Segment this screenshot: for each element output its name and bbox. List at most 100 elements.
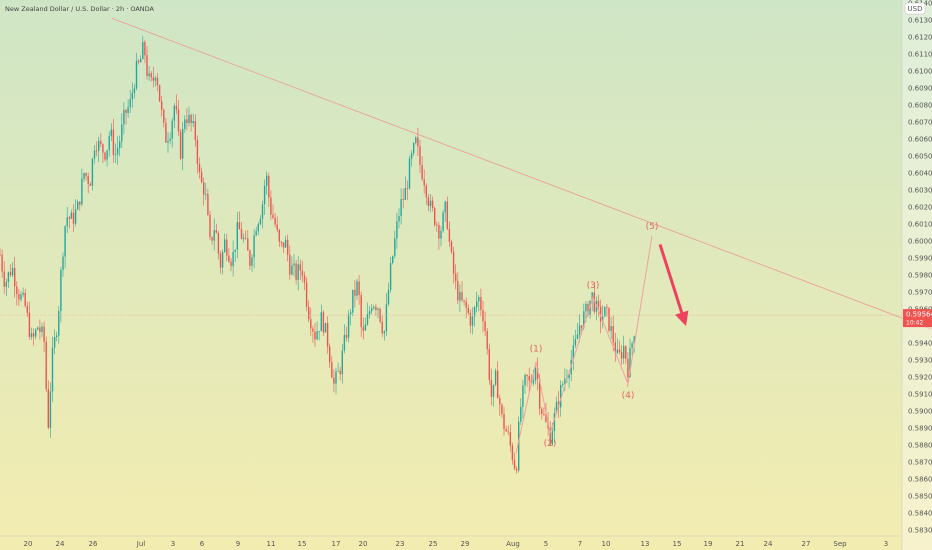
candle-body: [585, 303, 587, 312]
time-tick-label: 24: [764, 540, 773, 548]
candle-body: [30, 333, 33, 337]
candle-body: [5, 282, 7, 287]
candle-body: [362, 327, 364, 331]
price-axis-panel[interactable]: [902, 0, 932, 550]
candle-body: [415, 137, 417, 144]
candle-body: [203, 182, 205, 195]
candle-body: [98, 140, 100, 151]
candle-body: [631, 343, 633, 349]
descending-trendline[interactable]: [111, 17, 932, 330]
candle-body: [295, 263, 297, 280]
candle-body: [484, 321, 486, 331]
candle-body: [154, 77, 157, 81]
projection-arrow-head[interactable]: [675, 310, 689, 326]
candle-body: [11, 267, 14, 276]
candle-body: [501, 404, 503, 415]
candle-body: [425, 185, 427, 198]
projection-arrow-shaft[interactable]: [658, 243, 684, 314]
candle-body: [280, 241, 283, 243]
candle-body: [215, 230, 217, 233]
candle-body: [85, 173, 87, 177]
candle-body: [245, 237, 247, 239]
candle-body: [604, 306, 606, 317]
drawings-layer: (1) (2) (3) (4) (5): [0, 17, 932, 454]
candle-body: [148, 73, 150, 76]
candle-body: [100, 140, 102, 145]
time-tick-label: 3: [884, 540, 888, 548]
candle-body: [427, 197, 430, 206]
candle-body: [255, 231, 257, 236]
candle-body: [104, 152, 106, 160]
candle-body: [182, 128, 184, 159]
time-tick-label: 27: [802, 540, 811, 548]
candle-body: [448, 228, 451, 242]
candle-body: [301, 270, 304, 276]
candle-body: [473, 307, 476, 317]
candle-body: [465, 301, 467, 308]
candle-body: [469, 312, 472, 326]
candle-body: [385, 304, 388, 332]
candle-body: [541, 408, 543, 414]
candle-body: [408, 158, 411, 189]
candle-body: [217, 232, 220, 254]
candle-body: [37, 327, 39, 330]
candle-body: [142, 42, 144, 60]
candle-body: [392, 256, 394, 264]
candle-body: [137, 60, 140, 63]
candle-body: [421, 165, 423, 180]
candle-body: [452, 251, 455, 274]
candle-body: [497, 370, 499, 399]
time-axis-labels: 20 24 26 Jul 3 6 9 11 15 17 20 23 25 29 Aug 5 7 10 13 15 19 2…: [24, 540, 889, 548]
candle-body: [184, 119, 186, 129]
elliott-wave-path[interactable]: [515, 235, 653, 454]
candle-body: [274, 217, 276, 225]
candle-body: [507, 431, 509, 433]
candle-body: [534, 368, 537, 381]
candle-body: [106, 150, 108, 160]
candle-body: [305, 282, 308, 307]
candle-body: [543, 413, 545, 415]
candle-body: [190, 114, 192, 124]
candle-body: [93, 150, 96, 159]
candle-body: [72, 212, 75, 224]
candle-body: [320, 312, 322, 332]
candle-body: [68, 217, 70, 219]
candle-body: [410, 153, 413, 159]
candle-body: [253, 235, 255, 258]
candle-body: [39, 327, 41, 332]
candle-body: [614, 342, 616, 353]
candle-body: [318, 331, 320, 332]
candle-body: [263, 185, 266, 205]
candle-body: [461, 292, 463, 301]
candle-body: [434, 207, 436, 225]
currency-label: USD: [908, 5, 923, 13]
candle-body: [194, 120, 196, 140]
candle-body: [366, 314, 369, 325]
wave-label: (3): [587, 281, 600, 291]
time-tick-label: 11: [267, 540, 276, 548]
candle-body: [438, 224, 440, 239]
candle-body: [35, 329, 37, 337]
time-tick-label: 20: [359, 540, 368, 548]
candle-body: [322, 312, 325, 333]
candle-body: [551, 431, 553, 445]
candle-body: [515, 468, 518, 471]
candle-body: [331, 362, 333, 378]
candle-body: [81, 178, 83, 205]
candle-body: [524, 374, 526, 386]
candle-body: [89, 183, 91, 186]
candle-body: [413, 143, 415, 154]
candle-body: [16, 286, 18, 294]
candle-body: [356, 281, 358, 296]
candle-body: [226, 239, 228, 256]
currency-badge[interactable]: [904, 2, 926, 15]
